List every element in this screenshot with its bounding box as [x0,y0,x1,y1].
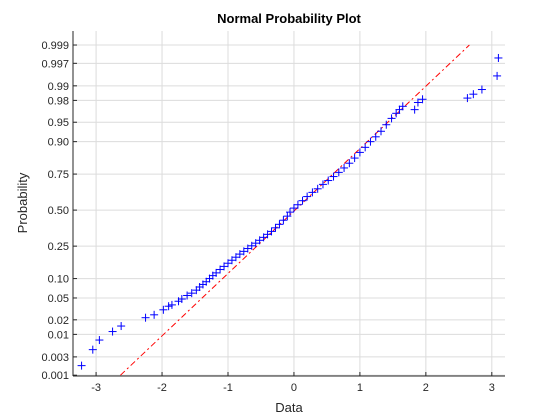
data-point [318,180,327,189]
data-point [418,95,427,104]
data-point [298,196,307,205]
y-tick-label: 0.10 [48,274,69,286]
grid [73,31,505,376]
axes [72,31,505,377]
x-tick-label: 3 [489,382,495,394]
data-point [366,137,375,146]
data-point [494,53,503,62]
tick-labels: -3 -2 -1 0 1 2 3 0.001 0.003 0.01 0.02 0.05 0.10 0.25… [41,40,494,394]
y-tick-label: 0.25 [48,241,69,253]
data-point [271,223,280,232]
data-point [108,327,117,336]
data-point [187,289,196,298]
plot-area [73,31,505,376]
data-point [308,188,317,197]
data-point [141,313,150,322]
data-point [177,295,186,304]
data-point [469,90,478,99]
data-point [361,143,370,152]
y-axis-label: Probability [15,172,30,233]
y-tick-label: 0.001 [41,370,69,382]
data-point [398,102,407,111]
data-point [334,168,343,177]
data-point [477,85,486,94]
chart-title: Normal Probability Plot [217,11,361,26]
data-point [303,192,312,201]
reference-line-layer [120,44,470,376]
data-point [350,154,359,163]
x-tick-label: -2 [157,382,167,394]
data-point [285,208,294,217]
data-point [355,148,364,157]
x-tick-label: 1 [357,382,363,394]
data-point [345,159,354,168]
y-tick-label: 0.90 [48,137,69,149]
data-point [387,114,396,123]
data-point [88,345,97,354]
data-point [324,176,333,185]
data-point [183,291,192,300]
data-points-layer [77,53,503,370]
data-point [493,71,502,80]
y-tick-label: 0.95 [48,117,69,129]
data-point [159,305,168,314]
data-point [150,310,159,319]
data-point [340,163,349,172]
y-tick-label: 0.99 [48,81,69,93]
data-point [377,127,386,136]
x-tick-label: -1 [223,382,233,394]
y-tick-label: 0.98 [48,95,69,107]
data-point [313,184,322,193]
data-point [371,132,380,141]
y-tick-label: 0.05 [48,293,69,305]
y-tick-label: 0.999 [41,40,69,52]
reference-line [120,44,470,376]
data-point [283,212,292,221]
x-tick-label: 2 [423,382,429,394]
y-tick-label: 0.997 [41,58,69,70]
data-point [167,300,176,309]
data-point [463,94,472,103]
y-tick-label: 0.003 [41,352,69,364]
data-point [117,322,126,331]
data-point [77,361,86,370]
data-point [382,120,391,129]
data-point [267,227,276,236]
y-tick-label: 0.01 [48,329,69,341]
y-tick-label: 0.75 [48,169,69,181]
data-point [329,172,338,181]
y-tick-label: 0.50 [48,205,69,217]
data-point [395,105,404,114]
x-axis-label: Data [275,400,303,415]
y-tick-label: 0.02 [48,315,69,327]
x-tick-label: 0 [291,382,297,394]
data-point [220,262,229,271]
data-point [164,302,173,311]
data-point [279,216,288,225]
data-point [413,98,422,107]
data-point [392,109,401,118]
data-point [275,220,284,229]
data-point [289,204,298,213]
data-point [212,268,221,277]
x-tick-label: -3 [91,382,101,394]
data-point [410,105,419,114]
data-point [95,336,104,345]
data-point [293,200,302,209]
